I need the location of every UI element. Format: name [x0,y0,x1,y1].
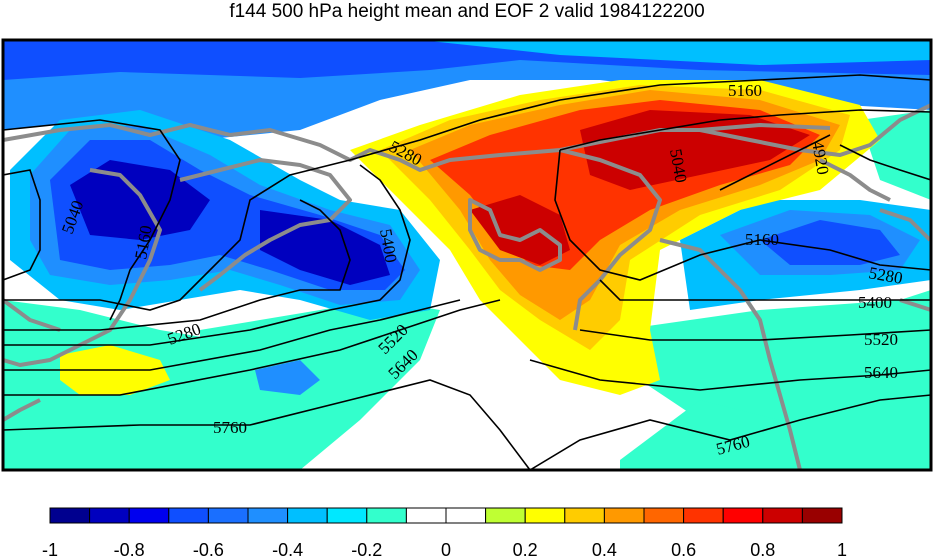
colorbar-swatch [485,507,526,524]
colorbar-swatch [366,507,407,524]
colorbar-swatch [643,507,685,524]
contour-label: 5760 [213,418,247,437]
colorbar-tick-label: 0.4 [592,540,617,558]
contour-label: 5400 [858,293,892,312]
colorbar-swatch [89,507,130,524]
colorbar-swatch [722,507,764,524]
colorbar-tick-label: -0.2 [351,540,382,558]
colorbar-swatch [683,507,724,524]
colorbar-swatch [405,507,447,524]
colorbar-swatch [524,507,566,524]
colorbar-swatch [762,507,803,524]
height-contours [3,74,931,470]
colorbar-swatch [326,507,368,524]
colorbar-swatch [287,507,328,524]
colorbar-swatch [49,507,91,524]
colorbar-swatch [128,507,170,524]
colorbar [49,507,843,524]
colorbar-swatch [247,507,289,524]
contour-label: 5640 [864,363,898,382]
colorbar-tick-label: -1 [42,540,58,558]
map-frame [1,38,933,472]
map-title: f144 500 hPa height mean and EOF 2 valid… [229,1,705,22]
colorbar-swatch [445,507,487,524]
contour-label: 5160 [728,81,762,100]
colorbar-swatch [168,507,209,524]
colorbar-swatch [564,507,605,524]
colorbar-tick-label: 0.8 [750,540,775,558]
contour-label: 5520 [864,330,898,349]
colorbar-tick-label: 0.2 [513,540,538,558]
colorbar-tick-label: 1 [837,540,847,558]
colorbar-swatch [207,507,249,524]
colorbar-swatch [603,507,645,524]
eof-shading [3,40,931,470]
colorbar-tick-label: 0 [441,540,451,558]
colorbar-tick-label: -0.4 [272,540,303,558]
colorbar-tick-label: -0.6 [193,540,224,558]
contour-label: 5160 [745,230,779,249]
colorbar-tick-label: -0.8 [114,540,145,558]
colorbar-swatch [801,507,843,524]
colorbar-labels: -1 -0.8 -0.6 -0.4 -0.2 0 0.2 0.4 0.6 0.8… [42,540,847,558]
colorbar-tick-label: 0.6 [671,540,696,558]
